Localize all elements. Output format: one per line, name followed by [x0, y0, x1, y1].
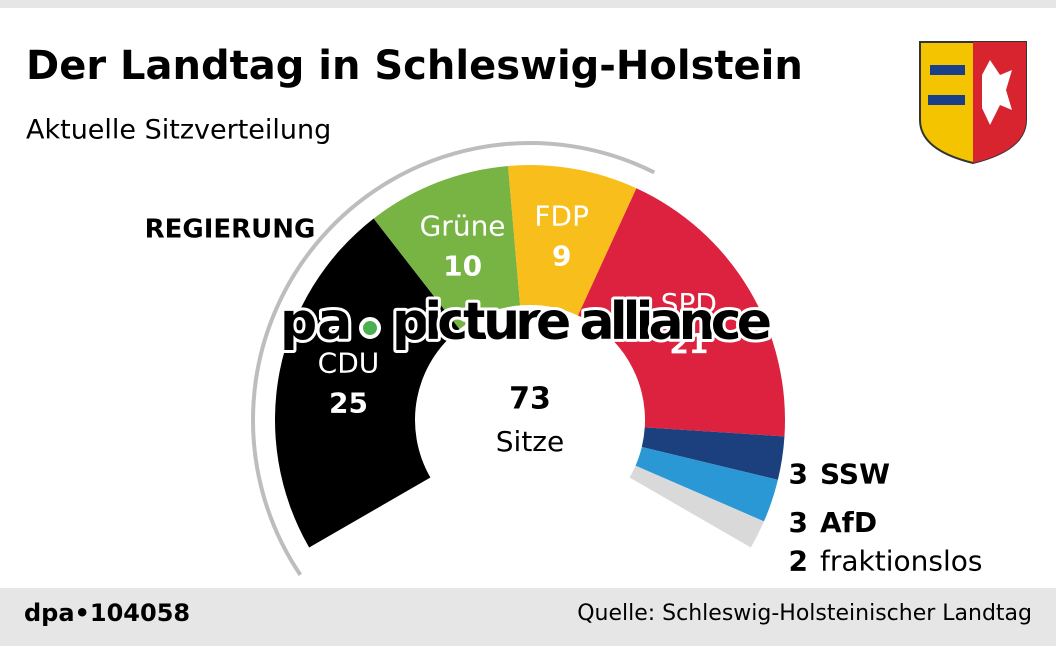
watermark-dot — [359, 317, 381, 339]
chart-title: Der Landtag in Schleswig-Holstein — [26, 43, 803, 89]
segment — [508, 165, 637, 316]
group-arc — [251, 141, 656, 577]
value-label: 10 — [443, 250, 482, 283]
segment — [635, 446, 778, 522]
segment-label: FDP — [534, 200, 589, 233]
group-label: REGIERUNG — [145, 215, 316, 245]
segment — [275, 218, 460, 548]
value-label: 3 — [789, 506, 808, 539]
footer-id: dpa•104058 — [24, 599, 190, 627]
value-label: 9 — [552, 240, 571, 273]
value-label: 21 — [669, 327, 708, 360]
segment — [629, 465, 764, 548]
coat-of-arms — [919, 41, 1027, 165]
segment-label: SSW — [820, 458, 890, 491]
source: Quelle: Schleswig-Holsteinischer Landtag — [577, 601, 1032, 626]
total-label: Sitze — [496, 425, 564, 458]
total: 73 — [509, 382, 551, 417]
segment — [577, 188, 785, 437]
value-label: 3 — [789, 458, 808, 491]
segment — [373, 165, 521, 330]
footer-bar — [0, 588, 1056, 646]
segment-label: Grüne — [420, 210, 506, 243]
segment-label: AfD — [820, 506, 877, 539]
value-label: 25 — [329, 386, 368, 419]
value-label: 2 — [789, 544, 808, 577]
segment — [641, 427, 785, 480]
segment-label: SPD — [661, 287, 717, 320]
subtitle: Aktuelle Sitzverteilung — [26, 115, 331, 146]
top-bar — [0, 0, 1056, 8]
watermark: picture alliance — [392, 292, 772, 352]
segment-label: CDU — [318, 346, 380, 379]
segment-label: fraktionslos — [820, 544, 982, 577]
watermark: pa — [280, 292, 352, 352]
